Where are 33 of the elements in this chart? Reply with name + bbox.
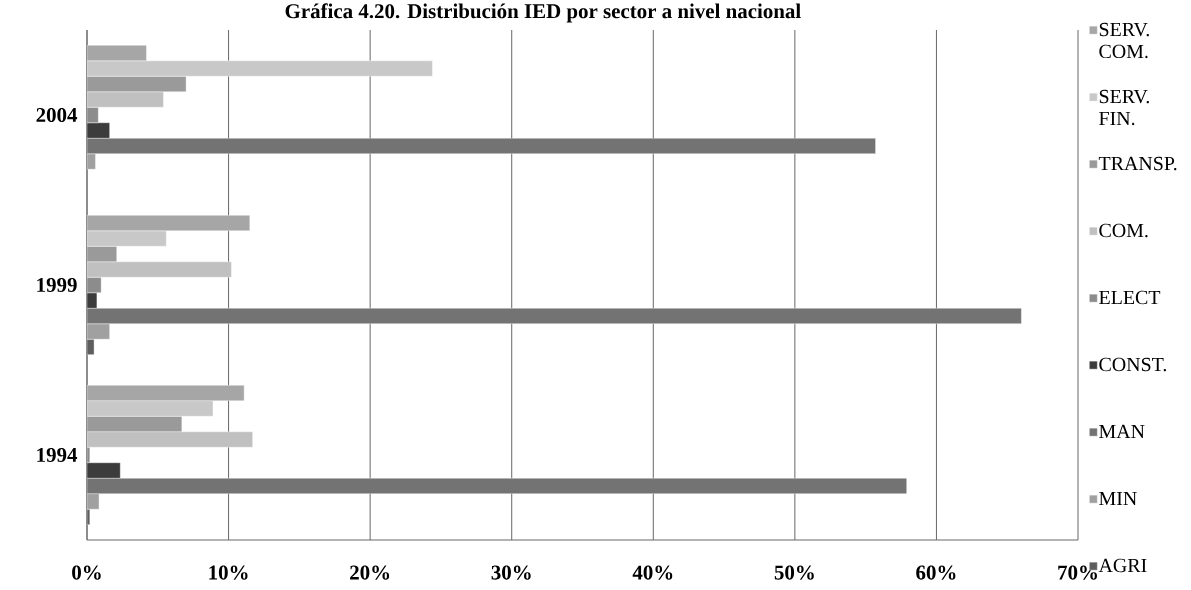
legend-label: TRANSP.: [1098, 156, 1177, 171]
bar: [87, 462, 121, 479]
y-tick-label: 1994: [37, 447, 78, 463]
bar: [87, 400, 214, 417]
bar: [87, 60, 433, 77]
y-tick-label: 1999: [37, 277, 77, 293]
legend-label: COM.: [1099, 223, 1148, 238]
y-tick-label: 2004: [36, 107, 78, 123]
bar: [87, 91, 164, 108]
bar: [87, 323, 110, 340]
bar: [87, 138, 876, 154]
x-tick-label: 20%: [350, 565, 390, 580]
x-tick-label: 60%: [916, 565, 956, 580]
bar: [87, 308, 1022, 324]
legend-label: SERV. COM.: [1099, 22, 1149, 59]
bar: [87, 261, 232, 278]
bar: [87, 122, 110, 139]
legend-label: MIN: [1099, 491, 1137, 505]
legend-label: MAN: [1099, 424, 1145, 438]
bar: [87, 431, 253, 448]
bar: [87, 478, 907, 494]
x-tick-label: 50%: [774, 565, 814, 580]
x-tick-label: 0%: [72, 565, 101, 580]
bar: [87, 230, 167, 247]
chart-title: Gráfica 4.20. Distribución IED por sector a nivel nacional: [285, 3, 801, 23]
legend-label: AGRI: [1098, 558, 1147, 573]
legend-label: ELECT: [1099, 290, 1161, 305]
x-tick-label: 30%: [491, 565, 531, 580]
x-tick-label: 10%: [209, 565, 248, 580]
legend-label: SERV. FIN.: [1099, 89, 1149, 126]
x-tick-label: 40%: [632, 565, 673, 580]
legend-label: CONST.: [1099, 357, 1167, 372]
x-tick-label: 70%: [1058, 565, 1097, 580]
